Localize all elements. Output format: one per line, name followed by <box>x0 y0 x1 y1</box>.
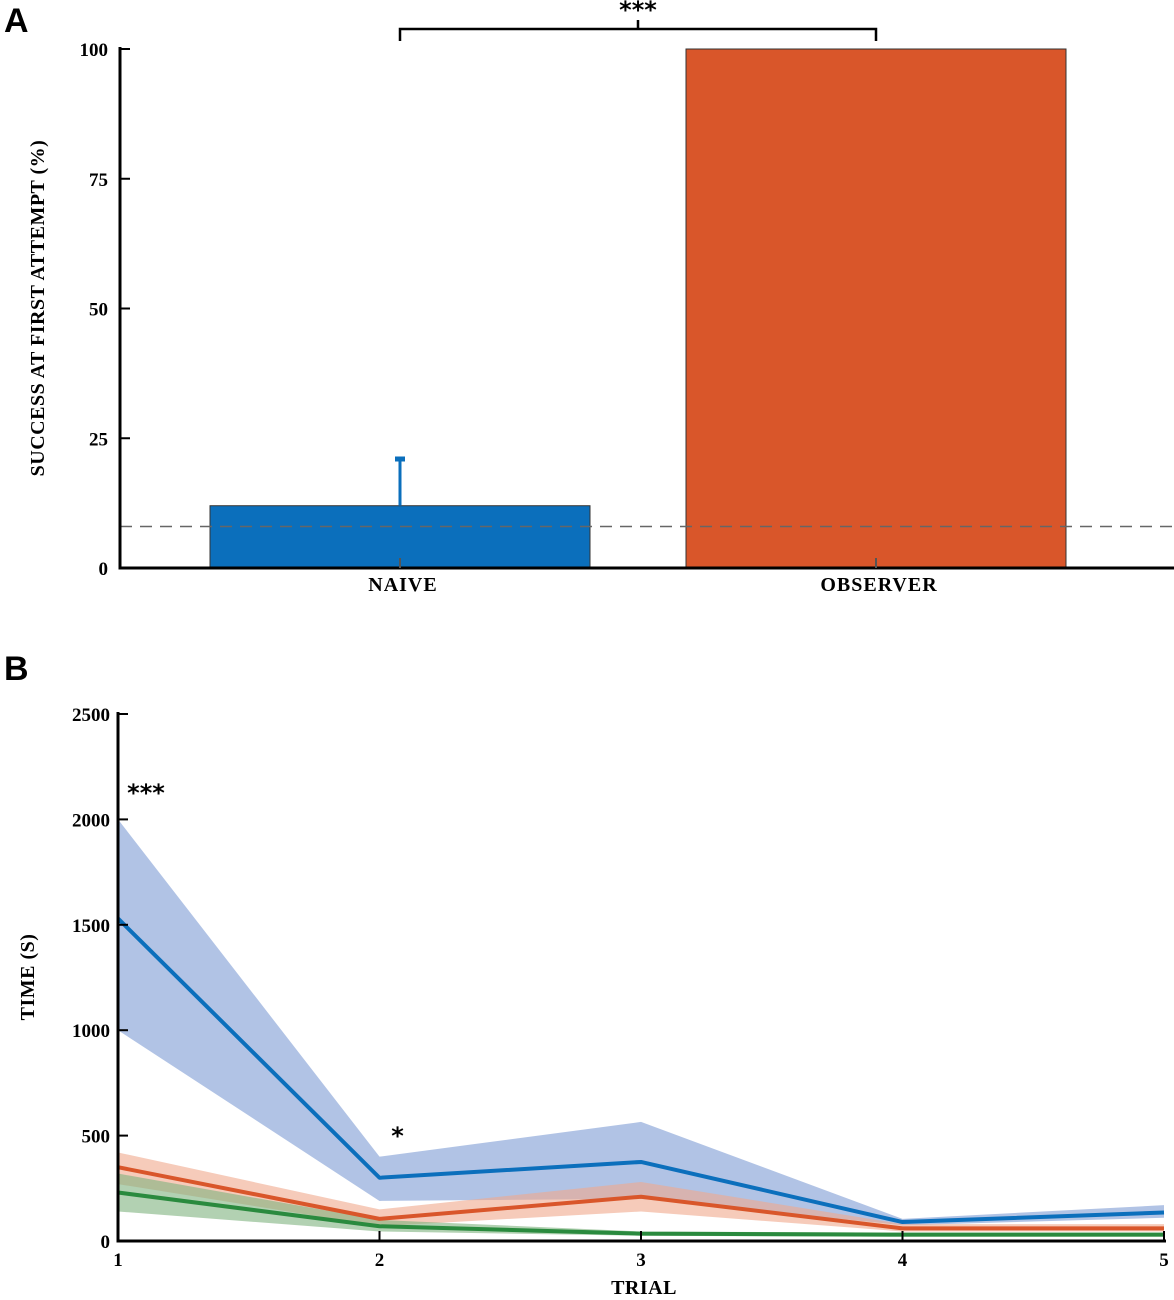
panel-b: B 0 500 1000 1500 2000 2500 1 2 3 4 5 TIME (S) TR… <box>4 650 1169 1299</box>
panel-a-y-ticks: 0 25 50 75 100 <box>80 40 130 580</box>
y-tick-label: 0 <box>99 559 109 580</box>
significance-bracket <box>398 20 878 41</box>
x-tick-label: 4 <box>898 1250 908 1271</box>
panel-a: A 0 25 50 75 100 NAIVE OBSERVER SUCCESS AT FI… <box>4 0 1174 596</box>
panel-b-x-ticks: 1 2 3 4 5 <box>113 1231 1169 1271</box>
panel-a-significance-bracket: *** <box>398 0 878 41</box>
significance-stars: * <box>391 1122 404 1150</box>
y-tick-label: 100 <box>80 40 109 61</box>
significance-stars: *** <box>619 0 657 24</box>
band-third <box>118 1173 1164 1237</box>
line-observer <box>117 1165 1164 1231</box>
panel-b-y-ticks: 0 500 1000 1500 2000 2500 <box>72 705 128 1253</box>
y-tick-label: 75 <box>89 170 108 191</box>
bar-naive <box>209 505 591 569</box>
y-tick-label: 50 <box>89 300 108 321</box>
category-label-observer: OBSERVER <box>820 574 937 596</box>
significance-stars: *** <box>127 779 165 807</box>
x-tick-label: 1 <box>113 1250 123 1271</box>
line-naive <box>116 917 1165 1225</box>
band-naive <box>118 819 1164 1226</box>
panel-b-bands <box>118 819 1164 1237</box>
panel-b-letter: B <box>4 650 29 688</box>
panel-a-error-bars <box>395 456 405 506</box>
panel-a-y-label: SUCCESS AT FIRST ATTEMPT (%) <box>27 140 49 477</box>
x-tick-label: 5 <box>1159 1250 1169 1271</box>
category-label-naive: NAIVE <box>368 574 437 596</box>
panel-a-letter: A <box>4 2 29 40</box>
band-observer <box>118 1152 1164 1232</box>
panel-b-y-label: TIME (S) <box>17 934 39 1021</box>
y-tick-label: 500 <box>82 1127 111 1148</box>
x-tick-label: 3 <box>636 1250 646 1271</box>
y-tick-label: 25 <box>89 429 108 450</box>
panel-a-bars <box>209 48 1067 569</box>
y-tick-label: 1000 <box>72 1021 110 1042</box>
y-tick-label: 1500 <box>72 916 110 937</box>
y-tick-label: 0 <box>101 1232 111 1253</box>
x-tick-label: 2 <box>375 1250 385 1271</box>
y-tick-label: 2000 <box>72 810 110 831</box>
panel-a-x-ticks: NAIVE OBSERVER <box>368 558 937 596</box>
y-tick-label: 2500 <box>72 705 110 726</box>
panel-b-x-label: TRIAL <box>611 1277 677 1299</box>
panel-b-annotations: **** <box>127 779 404 1150</box>
bar-observer <box>685 48 1067 569</box>
